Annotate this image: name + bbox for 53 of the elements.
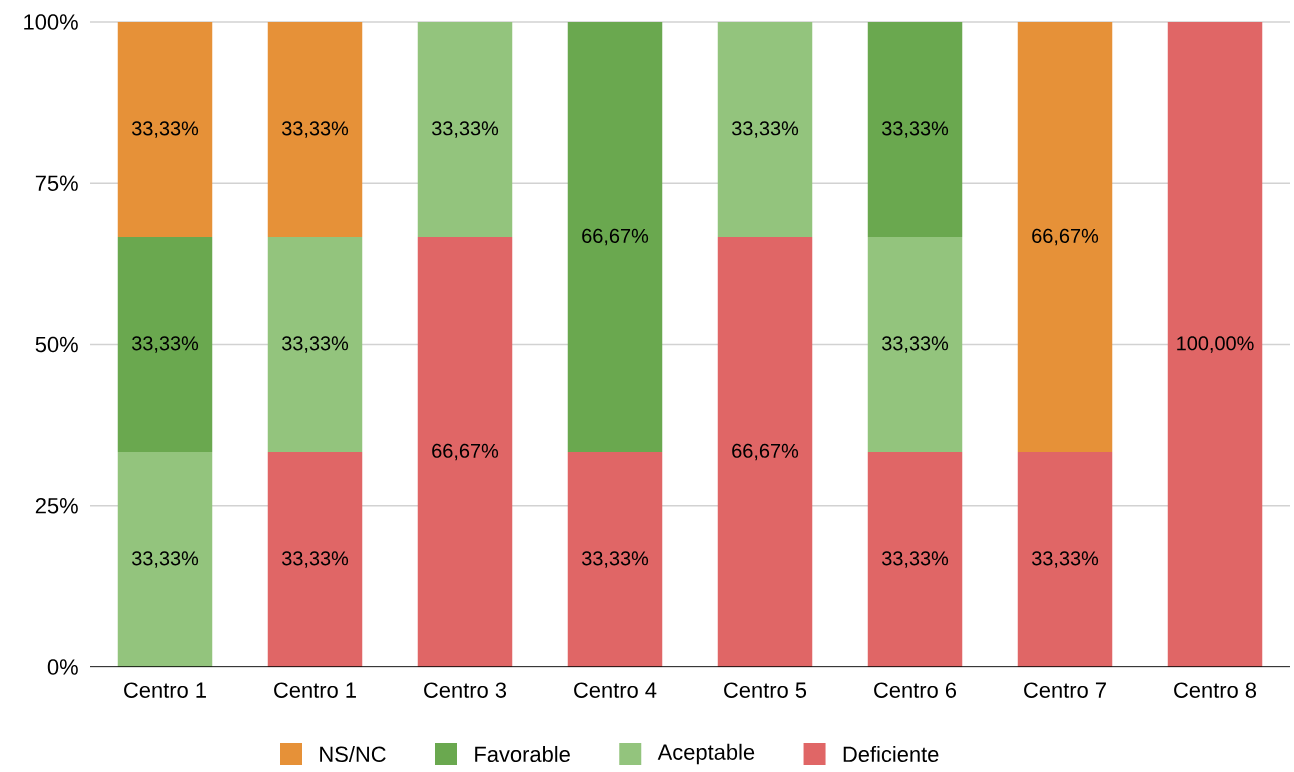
legend-label: Deficiente — [843, 745, 939, 763]
data-label: 33,33% — [131, 121, 199, 138]
bar — [1017, 21, 1113, 453]
data-label: 33,33% — [131, 336, 199, 353]
data-label: 33,33% — [581, 551, 649, 568]
legend-label: Aceptable — [657, 743, 755, 765]
bar — [717, 21, 813, 237]
x-tick-label: Centro 8 — [1174, 682, 1257, 698]
bar — [1167, 21, 1263, 667]
bar — [267, 22, 363, 238]
bar — [567, 452, 663, 667]
data-label: 66,67% — [582, 228, 649, 246]
data-label: 33,33% — [731, 121, 799, 138]
data-label: 66,67% — [732, 443, 799, 461]
y-tick-label: 75% — [35, 175, 78, 191]
x-tick-label: Centro 7 — [1024, 682, 1106, 698]
data-label: 33,33% — [881, 336, 949, 353]
data-label: 66,67% — [432, 443, 499, 461]
data-label: 33,33% — [881, 121, 949, 138]
bar — [117, 452, 213, 667]
bar — [867, 22, 963, 238]
bar — [117, 237, 213, 453]
bar — [417, 236, 513, 667]
data-label: 33,33% — [281, 551, 349, 568]
bar — [267, 452, 363, 667]
data-label: 100,00% — [1177, 336, 1254, 353]
bar — [867, 237, 963, 453]
legend-label: Favorable — [475, 745, 570, 763]
bar — [267, 237, 363, 453]
y-tick-label: 100% — [24, 14, 78, 30]
x-tick-label: Centro 1 — [124, 682, 206, 698]
bar — [867, 452, 963, 667]
y-tick-label: 25% — [35, 498, 78, 514]
bar — [717, 236, 813, 667]
data-label: 33,33% — [431, 121, 499, 138]
x-tick-label: Centro 4 — [574, 682, 657, 698]
data-label: 33,33% — [281, 336, 349, 353]
data-label: 33,33% — [281, 121, 349, 138]
bar — [417, 21, 513, 237]
bar — [567, 21, 663, 453]
x-tick-label: Centro 1 — [274, 682, 356, 698]
data-label: 66,67% — [1032, 228, 1099, 246]
y-tick-label: 0% — [47, 659, 78, 675]
x-tick-label: Centro 3 — [424, 682, 507, 698]
x-tick-label: Centro 5 — [724, 682, 807, 698]
bar — [117, 22, 213, 238]
x-tick-label: Centro 6 — [874, 682, 957, 698]
legend-label: NS/NC — [320, 745, 386, 763]
y-tick-label: 50% — [35, 336, 78, 353]
data-label: 33,33% — [131, 551, 199, 568]
data-label: 33,33% — [1031, 551, 1099, 568]
data-label: 33,33% — [881, 551, 949, 568]
bar — [1017, 452, 1113, 667]
